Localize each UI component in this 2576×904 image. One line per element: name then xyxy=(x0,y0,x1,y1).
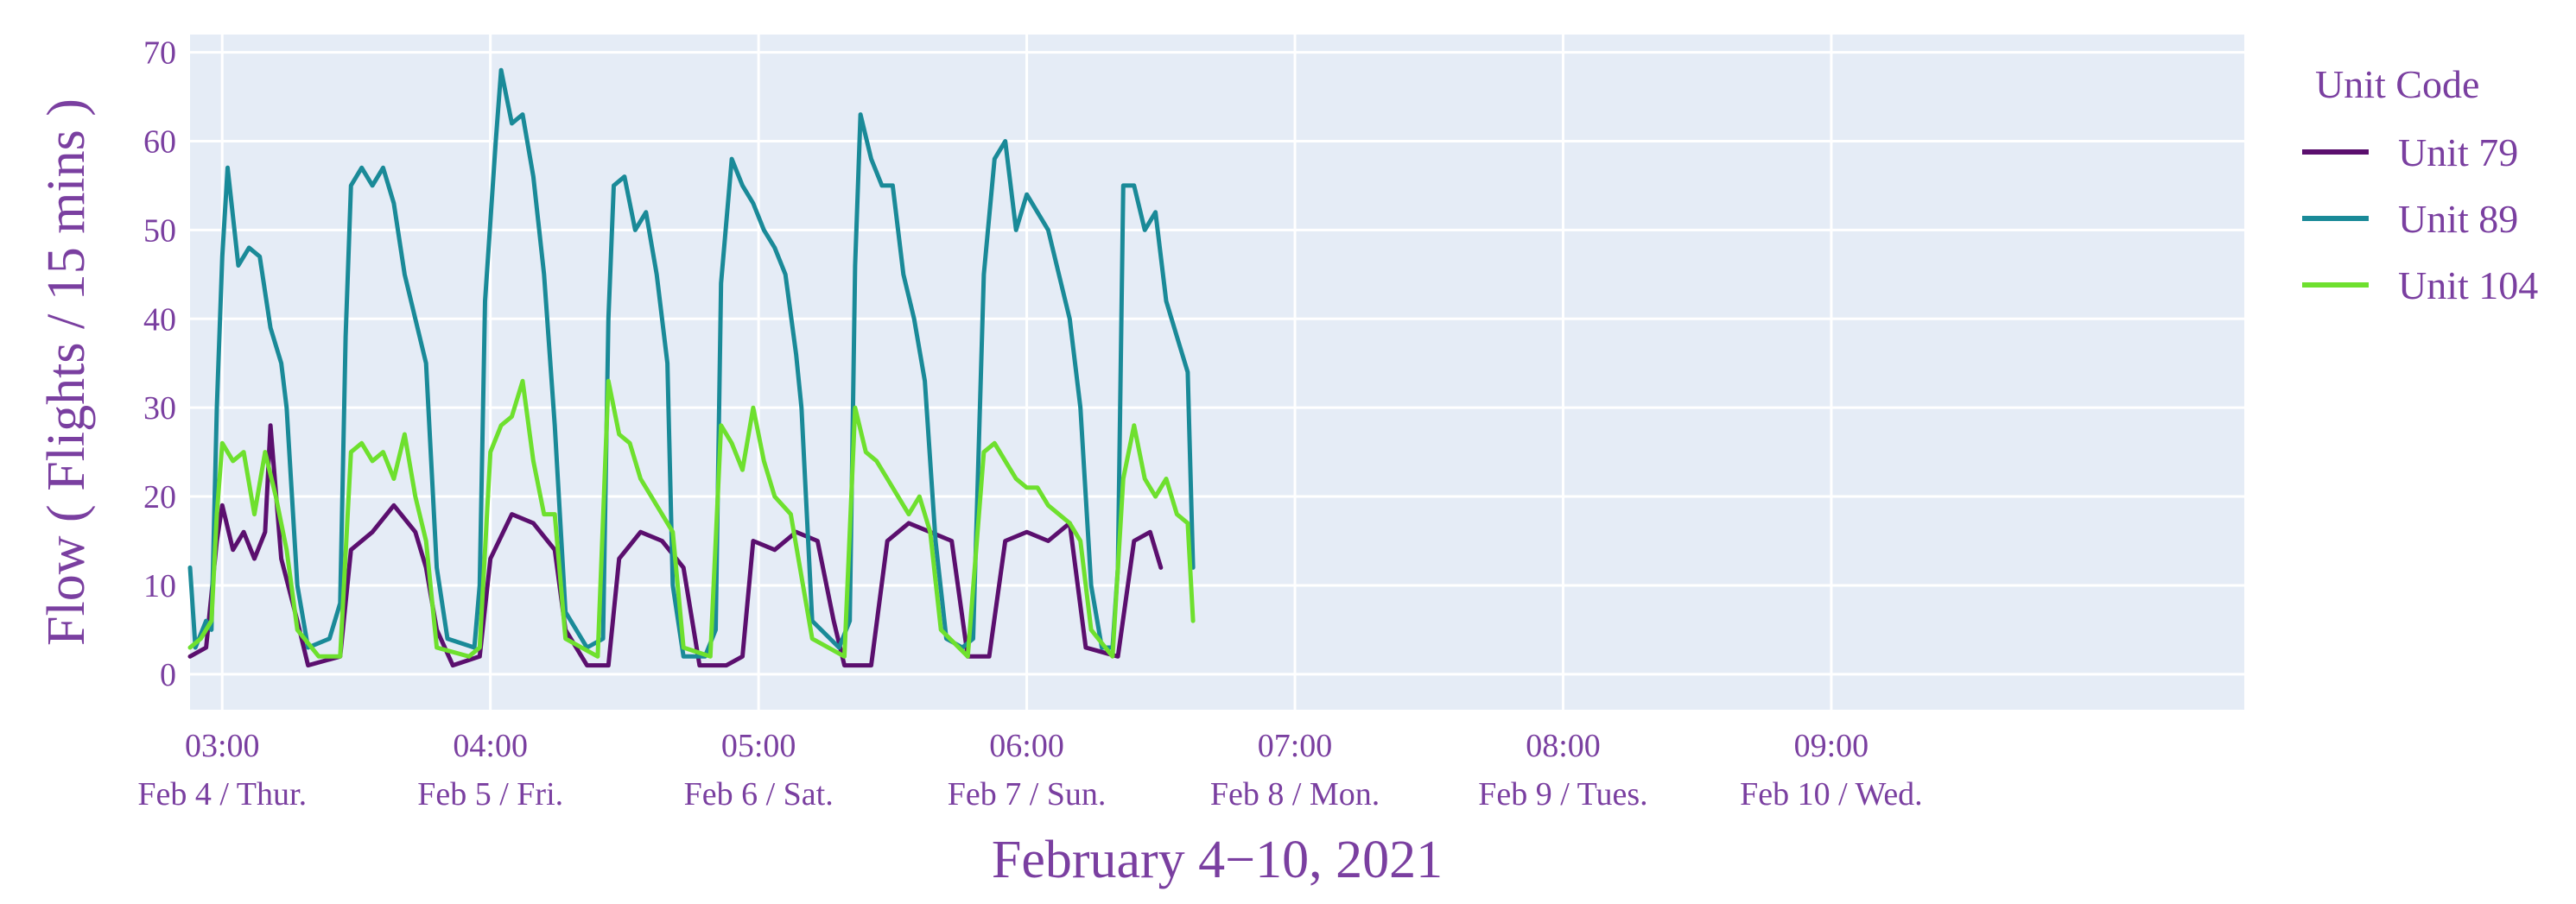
y-tick-label: 20 xyxy=(143,479,176,515)
y-tick-label: 40 xyxy=(143,301,176,338)
plot-background xyxy=(190,35,2244,710)
series-line-3 xyxy=(187,378,1196,659)
y-tick-label: 70 xyxy=(143,35,176,72)
y-axis-ticks: 0 10 20 30 40 50 60 70 xyxy=(143,35,176,693)
legend-label: Unit 104 xyxy=(2398,263,2538,307)
legend-label: Unit 79 xyxy=(2398,130,2518,174)
x-axis-title: February 4−10, 2021 xyxy=(992,831,1443,889)
y-tick-label: 0 xyxy=(160,657,176,693)
series-line-1 xyxy=(187,423,1164,668)
y-tick-label: 60 xyxy=(143,123,176,160)
x-tick-day: Feb 4 / Thur. xyxy=(137,776,307,812)
y-tick-label: 10 xyxy=(143,568,176,604)
x-tick-time: 09:00 xyxy=(1794,728,1869,764)
x-tick-day: Feb 5 / Fri. xyxy=(417,776,563,812)
x-tick-day: Feb 7 / Sun. xyxy=(948,776,1107,812)
series-line-2 xyxy=(187,67,1196,659)
series-lines xyxy=(187,67,1196,668)
x-tick-day: Feb 6 / Sat. xyxy=(684,776,834,812)
x-tick-time: 08:00 xyxy=(1526,728,1601,764)
x-axis-ticks: 03:00 Feb 4 / Thur. 04:00 Feb 5 / Fri. 05:00… xyxy=(137,728,1922,812)
x-tick-time: 07:00 xyxy=(1258,728,1333,764)
legend-title: Unit Code xyxy=(2315,62,2479,106)
x-tick-time: 04:00 xyxy=(453,728,528,764)
x-tick-time: 05:00 xyxy=(721,728,796,764)
x-tick-day: Feb 9 / Tues. xyxy=(1478,776,1647,812)
x-tick-day: Feb 8 / Mon. xyxy=(1210,776,1380,812)
y-axis-title: Flow ( Flights / 15 mins ) xyxy=(37,98,96,646)
legend-label: Unit 89 xyxy=(2398,197,2518,241)
y-tick-label: 50 xyxy=(143,212,176,249)
y-tick-label: 30 xyxy=(143,390,176,427)
x-tick-day: Feb 10 / Wed. xyxy=(1740,776,1923,812)
x-tick-time: 03:00 xyxy=(185,728,260,764)
x-tick-time: 06:00 xyxy=(989,728,1064,764)
legend: Unit Code Unit 79 Unit 89 Unit 104 xyxy=(2302,62,2538,307)
grid-lines xyxy=(190,35,2244,710)
